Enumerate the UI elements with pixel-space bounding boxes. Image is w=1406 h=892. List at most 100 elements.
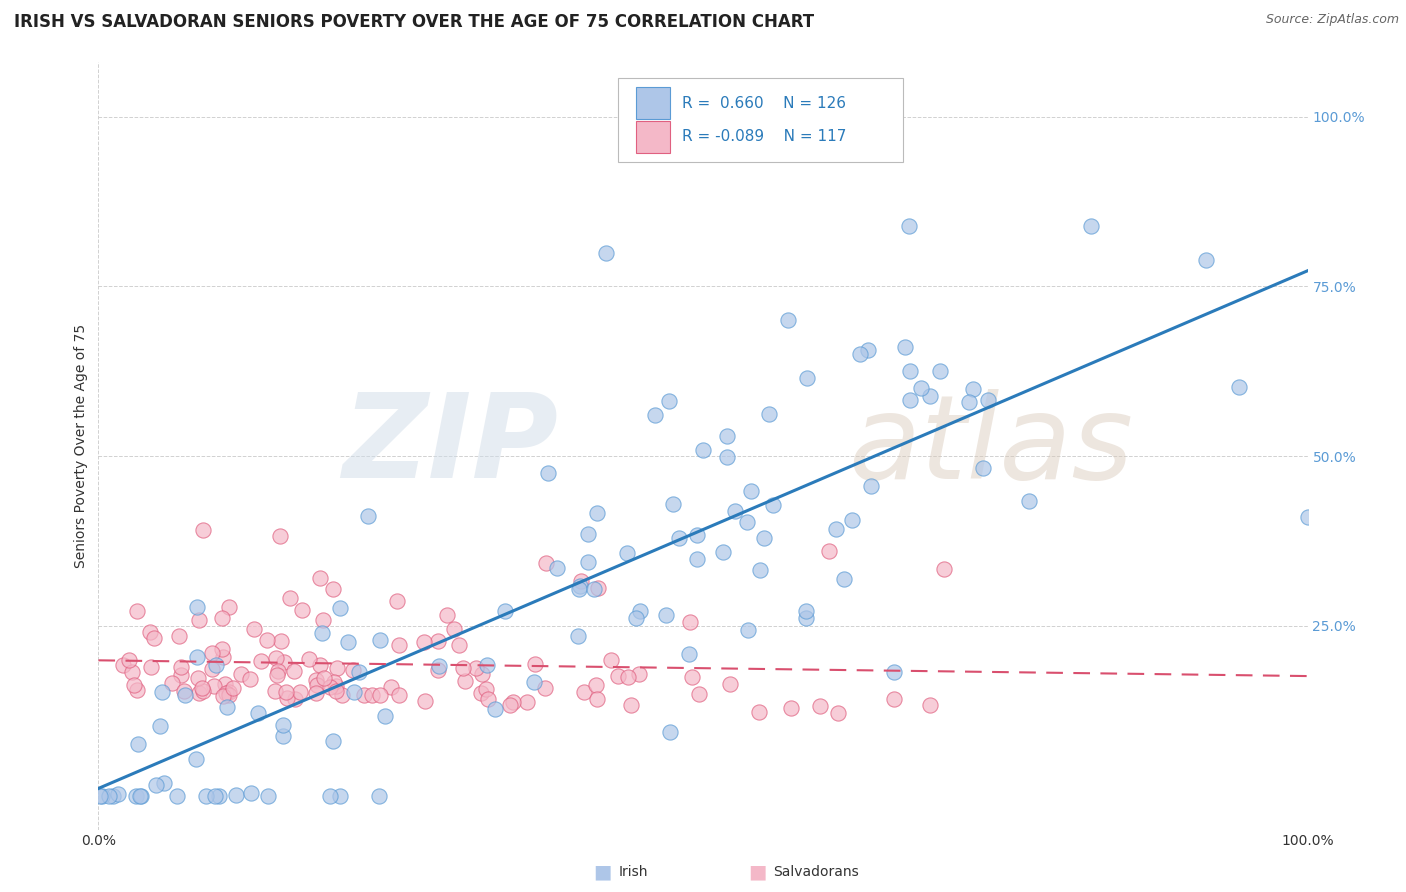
Point bbox=[368, 632, 391, 647]
Point bbox=[585, 678, 607, 692]
Point bbox=[215, 686, 238, 700]
Point bbox=[724, 504, 747, 518]
Point bbox=[214, 677, 236, 691]
Point bbox=[576, 526, 599, 541]
Point bbox=[284, 691, 307, 706]
Point bbox=[129, 789, 152, 803]
Point bbox=[127, 737, 149, 751]
Text: ■: ■ bbox=[748, 863, 766, 882]
Point bbox=[298, 652, 321, 666]
Point bbox=[312, 613, 335, 627]
Point bbox=[776, 313, 799, 327]
Point bbox=[149, 719, 172, 733]
Point bbox=[290, 603, 312, 617]
Point bbox=[832, 572, 855, 586]
Point bbox=[125, 789, 148, 803]
Text: ■: ■ bbox=[593, 863, 612, 882]
Point bbox=[900, 393, 922, 408]
Point bbox=[426, 634, 449, 648]
Point bbox=[323, 674, 346, 689]
Point bbox=[841, 513, 863, 527]
Point bbox=[567, 629, 589, 643]
Point bbox=[585, 692, 607, 706]
Point bbox=[494, 605, 516, 619]
Point bbox=[818, 544, 841, 558]
Point bbox=[121, 665, 143, 679]
Point bbox=[910, 381, 932, 395]
Point bbox=[686, 551, 709, 566]
Y-axis label: Seniors Poverty Over the Age of 75: Seniors Poverty Over the Age of 75 bbox=[75, 324, 89, 568]
Point bbox=[173, 684, 195, 698]
Text: Salvadorans: Salvadorans bbox=[773, 865, 859, 880]
Point bbox=[475, 681, 498, 696]
Point bbox=[658, 725, 681, 739]
Point bbox=[187, 686, 209, 700]
Point bbox=[586, 506, 609, 520]
Point bbox=[449, 638, 471, 652]
Point bbox=[212, 650, 235, 665]
Point bbox=[849, 347, 872, 361]
Point bbox=[322, 734, 344, 748]
Point bbox=[523, 675, 546, 690]
Point bbox=[218, 688, 240, 702]
Point bbox=[141, 660, 163, 674]
Point bbox=[264, 684, 287, 698]
Point bbox=[208, 789, 231, 803]
Text: Source: ZipAtlas.com: Source: ZipAtlas.com bbox=[1265, 13, 1399, 27]
Point bbox=[883, 691, 905, 706]
Point bbox=[270, 634, 292, 648]
Point bbox=[856, 343, 879, 357]
Text: R =  0.660    N = 126: R = 0.660 N = 126 bbox=[682, 95, 846, 111]
Point bbox=[607, 669, 630, 683]
Point bbox=[617, 669, 640, 683]
Point bbox=[883, 665, 905, 680]
FancyBboxPatch shape bbox=[619, 78, 903, 162]
Point bbox=[762, 498, 785, 512]
Point bbox=[794, 611, 817, 625]
Point bbox=[305, 673, 328, 688]
Point bbox=[388, 638, 411, 652]
Point bbox=[329, 601, 352, 615]
Point bbox=[211, 611, 233, 625]
Point bbox=[681, 670, 703, 684]
Point bbox=[186, 650, 208, 665]
Point bbox=[266, 668, 288, 682]
Point bbox=[808, 698, 831, 713]
Point bbox=[415, 694, 437, 708]
Point bbox=[162, 676, 184, 690]
Point bbox=[186, 600, 208, 615]
Point bbox=[825, 522, 848, 536]
Point bbox=[322, 582, 344, 596]
Point bbox=[342, 685, 364, 699]
Point bbox=[918, 698, 941, 713]
Point bbox=[325, 684, 347, 698]
Point bbox=[436, 608, 458, 623]
Point bbox=[572, 685, 595, 699]
Point bbox=[1018, 493, 1040, 508]
Point bbox=[191, 681, 214, 695]
Point bbox=[243, 622, 266, 636]
Point bbox=[305, 686, 328, 700]
Point bbox=[628, 604, 651, 618]
Point bbox=[307, 678, 329, 692]
Point bbox=[576, 556, 599, 570]
Point bbox=[749, 563, 772, 577]
Point bbox=[249, 654, 271, 668]
Point bbox=[374, 709, 396, 723]
Point bbox=[239, 786, 262, 800]
Point bbox=[658, 393, 681, 408]
Point bbox=[737, 624, 759, 638]
Point bbox=[290, 685, 312, 699]
Point bbox=[711, 545, 734, 559]
Point bbox=[546, 561, 568, 575]
Point bbox=[150, 685, 173, 699]
Point bbox=[1296, 510, 1319, 524]
Point bbox=[716, 429, 738, 443]
Point bbox=[222, 681, 245, 695]
Point bbox=[758, 407, 780, 421]
Point bbox=[127, 603, 149, 617]
Point bbox=[269, 529, 291, 543]
Point bbox=[740, 483, 762, 498]
Point bbox=[688, 687, 710, 701]
Point bbox=[170, 660, 193, 674]
